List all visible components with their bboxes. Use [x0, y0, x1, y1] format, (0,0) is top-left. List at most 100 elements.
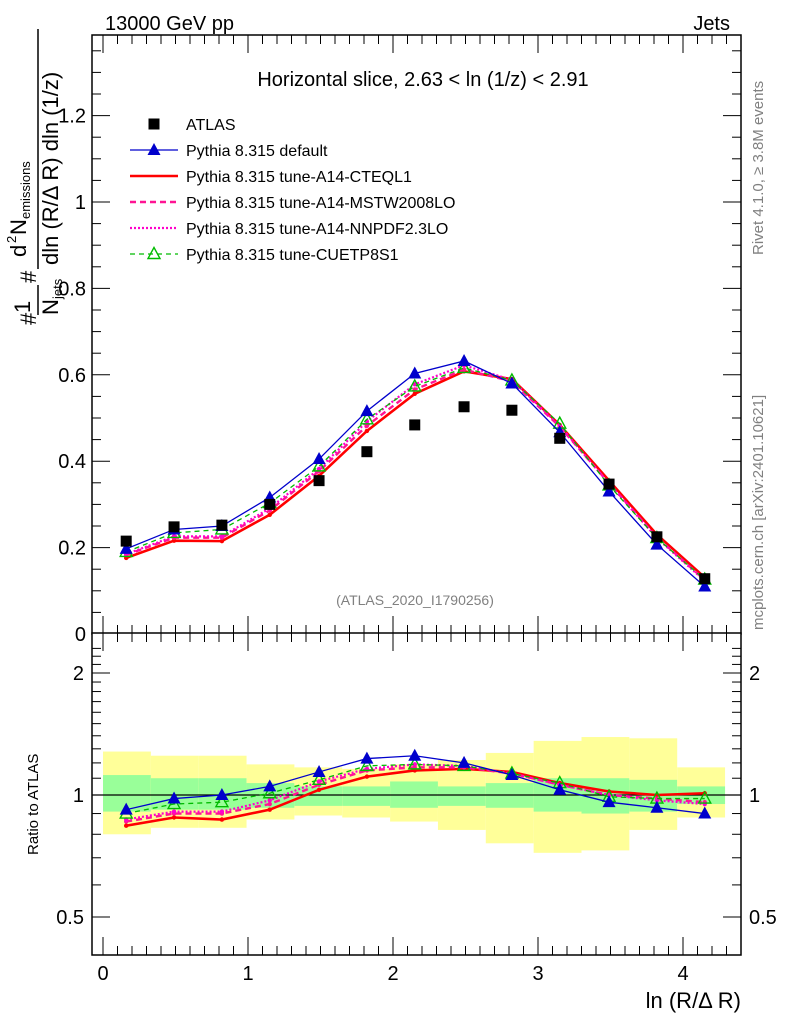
legend-label: Pythia 8.315 tune-CUETP8S1	[186, 247, 399, 264]
main-series-marker	[698, 579, 712, 592]
ratio-series-marker	[457, 755, 471, 768]
ratio-y-tick-label: 1	[73, 785, 84, 807]
header-left-label: 13000 GeV pp	[105, 13, 234, 35]
ratio-series-marker	[407, 756, 422, 770]
ratio-series-marker	[408, 748, 422, 761]
ratio-y-tick-label-right: 2	[749, 663, 760, 685]
ratio-series-marker	[654, 798, 660, 803]
legend-atlas-marker	[148, 118, 160, 130]
ylabel-denominator: dln (R/Δ R) dln (1/z)	[38, 72, 63, 265]
mcplots-label: mcplots.cern.ch [arXiv:2401.10621]	[750, 395, 767, 630]
main-series-marker	[171, 538, 177, 543]
main-series-marker	[505, 376, 519, 389]
ratio-series-marker	[124, 823, 129, 828]
main-series-marker	[650, 537, 664, 550]
atlas-data-point	[651, 531, 663, 543]
x-axis-label: ln (R/Δ R)	[646, 988, 741, 1013]
header-right-label: Jets	[693, 13, 730, 35]
main-series-marker	[461, 367, 467, 372]
ratio-series-marker	[219, 817, 225, 822]
ratio-series-marker	[263, 779, 277, 792]
ylabel-one: 1	[10, 301, 35, 313]
ratio-series-marker	[316, 787, 322, 792]
atlas-data-point	[216, 519, 228, 531]
ratio-series-marker	[698, 806, 712, 819]
main-series-marker	[316, 466, 322, 472]
ratio-series-group	[119, 748, 712, 828]
main-series-marker	[457, 353, 471, 366]
main-series-marker	[360, 404, 374, 417]
ratio-y-tick-label: 0.5	[56, 907, 84, 929]
y-tick-label: 0.4	[58, 451, 86, 473]
y-tick-label: 0.2	[58, 538, 86, 560]
ratio-series-marker	[167, 791, 181, 804]
atlas-data-point	[313, 475, 325, 487]
ratio-y-axis-label: Ratio to ATLAS	[25, 754, 42, 855]
legend-label: Pythia 8.315 default	[186, 143, 328, 160]
main-series-marker	[359, 411, 375, 425]
plot-title: Horizontal slice, 2.63 < ln (1/z) < 2.91	[257, 69, 588, 91]
ratio-series-marker	[412, 762, 417, 767]
ratio-frame	[91, 632, 742, 956]
uncertainty-band-inner	[437, 786, 486, 806]
main-series-marker	[456, 359, 472, 374]
ylabel-numerator-sup: 2	[4, 236, 19, 243]
main-series-marker	[119, 541, 133, 554]
ratio-series-marker	[262, 785, 277, 799]
ratio-series-marker	[650, 800, 664, 813]
x-tick-label: 3	[532, 963, 543, 985]
uncertainty-band-inner	[294, 786, 343, 806]
atlas-data-point	[506, 404, 518, 416]
ratio-series-marker	[267, 801, 272, 807]
main-series-marker	[312, 452, 326, 465]
ylabel-nem-sub: emissions	[18, 161, 33, 219]
ratio-y-tick-label-right: 1	[749, 785, 760, 807]
ratio-y-tick-label-right: 0.5	[749, 907, 777, 929]
legend: ATLAS Pythia 8.315 default Pythia 8.315 tu…	[130, 117, 455, 264]
atlas-data-point	[699, 573, 711, 585]
y-tick-label: 0.8	[58, 278, 86, 300]
ratio-series-marker	[267, 807, 272, 812]
y-tick-label: 0.6	[58, 365, 86, 387]
main-series-marker	[364, 428, 370, 434]
atlas-data-point	[168, 521, 180, 533]
legend-label: Pythia 8.315 tune-A14-MSTW2008LO	[186, 195, 455, 212]
legend-label: Pythia 8.315 tune-A14-NNPDF2.3LO	[186, 221, 448, 238]
main-series-marker	[412, 391, 417, 397]
main-series-marker	[407, 378, 422, 392]
y-tick-label: 1.2	[58, 106, 86, 128]
ratio-series-marker	[219, 809, 225, 814]
ratio-series-marker	[311, 771, 327, 786]
ratio-series-marker	[505, 768, 519, 781]
ratio-series-marker	[171, 815, 177, 820]
ratio-series-marker	[312, 764, 326, 777]
legend-label: ATLAS	[186, 117, 236, 134]
ratio-series-marker	[171, 809, 177, 814]
ylabel-hash: #	[16, 270, 41, 283]
main-series-marker	[219, 538, 225, 544]
ylabel-njets-sub: jets	[50, 278, 65, 300]
main-plot-area	[92, 35, 741, 634]
ratio-series-marker	[316, 779, 322, 784]
atlas-data-point	[409, 419, 421, 431]
ratio-series-marker	[364, 774, 370, 779]
ylabel-prefix: #	[16, 312, 41, 325]
ylabel-nem: N	[6, 219, 31, 235]
x-tick-label: 0	[97, 963, 108, 985]
atlas-data-point	[554, 432, 566, 444]
analysis-watermark: (ATLAS_2020_I1790256)	[336, 592, 494, 608]
x-tick-label: 1	[242, 963, 253, 985]
atlas-data-point	[120, 535, 132, 547]
ratio-series-marker	[359, 757, 375, 772]
ratio-series-marker	[360, 751, 374, 764]
main-y-axis-label: # 1 N jets # d 2 N emissions dln (R/Δ R)…	[4, 29, 65, 325]
legend-marker	[147, 143, 161, 155]
main-series-marker	[267, 512, 272, 517]
x-tick-label: 4	[677, 963, 688, 985]
main-frame-bg	[92, 35, 741, 634]
ratio-series-marker	[267, 798, 272, 803]
x-tick-label: 2	[387, 963, 398, 985]
atlas-data-point	[458, 401, 470, 413]
main-series-marker	[311, 458, 327, 472]
uncertainty-band-inner	[342, 786, 391, 806]
